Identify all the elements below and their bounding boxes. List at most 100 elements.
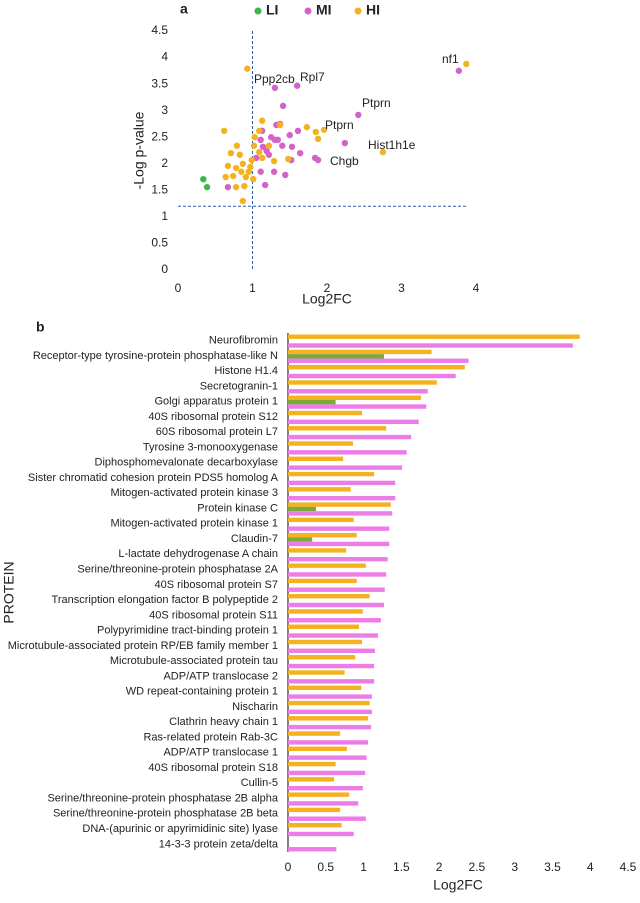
point (258, 117, 266, 124)
annotation: Ppp2cb (254, 72, 295, 86)
bar (288, 373, 456, 379)
bar (288, 740, 369, 745)
y-tick-label: 4 (161, 50, 168, 64)
y-tick-label: Neurofibromin (209, 335, 278, 347)
point (265, 142, 273, 149)
point (311, 154, 319, 162)
point (261, 181, 269, 189)
bar (288, 434, 412, 440)
point (256, 148, 263, 156)
y-tick-label: 2.5 (151, 129, 168, 143)
y-tick-label: Serine/threonine-protein phosphatase 2B … (47, 792, 278, 804)
legend-label: HI (366, 2, 380, 18)
bar (288, 506, 316, 512)
point (314, 135, 322, 143)
y-tick-label: Ras-related protein Rab-3C (143, 731, 278, 743)
bar (288, 426, 387, 431)
y-tick-label: 40S ribosomal protein S12 (148, 411, 278, 423)
annotation: Rpl7 (300, 70, 325, 84)
point (229, 172, 237, 180)
bar (288, 480, 396, 486)
annotation: Hist1h1e (368, 138, 416, 152)
point (286, 131, 293, 139)
annotation: Chgb (330, 154, 359, 168)
bar (288, 648, 375, 653)
y-tick-label: Mitogen-activated protein kinase 3 (110, 487, 278, 499)
bar (288, 655, 356, 660)
bar (288, 557, 388, 562)
bar (288, 358, 469, 363)
y-tick-label: L-lactate dehydrogenase A chain (118, 548, 278, 560)
point (250, 142, 258, 149)
bar (288, 639, 363, 645)
bar (288, 532, 357, 538)
bar (288, 807, 341, 813)
x-axis-label: Log2FC (433, 877, 483, 893)
bar (288, 633, 378, 638)
point (259, 143, 267, 150)
y-tick-label: Cullin-5 (241, 777, 278, 789)
point (320, 126, 328, 133)
x-tick-label: 1.5 (393, 860, 410, 874)
point (250, 175, 257, 183)
bar (288, 624, 360, 629)
y-tick-label: 40S ribosomal protein S18 (148, 762, 278, 774)
point (256, 127, 263, 135)
legend-marker (254, 7, 262, 15)
point (244, 65, 251, 72)
point (463, 60, 470, 68)
point (242, 173, 249, 181)
point (285, 155, 292, 163)
point (271, 84, 279, 92)
bar (288, 572, 387, 577)
bar (288, 709, 372, 715)
point (251, 134, 258, 141)
bar (288, 761, 336, 767)
x-tick-label: 4.5 (620, 860, 637, 874)
annotation: Ptprn (325, 118, 354, 132)
bar (288, 724, 372, 730)
y-tick-label: 14-3-3 protein zeta/delta (159, 838, 279, 850)
point (270, 157, 278, 165)
y-tick-label: Receptor-type tyrosine-protein phosphata… (33, 350, 278, 362)
point (271, 136, 279, 144)
bar (288, 694, 372, 699)
point (355, 111, 362, 119)
y-tick-label: Diphosphomevalonate decarboxylase (95, 457, 278, 469)
x-tick-label: 2.5 (469, 860, 486, 874)
bar (288, 831, 354, 837)
y-tick-label: 3 (161, 103, 168, 117)
y-tick-label: 40S ribosomal protein S7 (154, 579, 278, 591)
point (379, 148, 387, 156)
y-tick-label: Claudin-7 (231, 533, 278, 545)
bar (288, 354, 384, 359)
point (222, 173, 229, 181)
x-tick-label: 2 (436, 860, 443, 874)
point (296, 149, 304, 157)
x-axis-label: Log2FC (302, 291, 352, 307)
bar (288, 526, 390, 531)
bar (288, 441, 353, 446)
point (200, 175, 207, 183)
bar (288, 822, 342, 828)
y-tick-label: Serine/threonine-protein phosphatase 2A (77, 564, 278, 576)
y-tick-label: ADP/ATP translocase 2 (163, 670, 278, 682)
y-tick-label: 0 (161, 262, 168, 276)
point (220, 127, 228, 135)
point (239, 197, 247, 205)
x-tick-label: 0.5 (317, 860, 334, 874)
point (257, 136, 264, 144)
point (238, 168, 245, 175)
y-tick-label: Clathrin heavy chain 1 (169, 716, 278, 728)
point (245, 168, 252, 175)
point (233, 142, 241, 149)
bar (288, 716, 369, 721)
bar (288, 511, 393, 516)
bar (288, 755, 367, 760)
bar (288, 670, 345, 675)
bar (288, 618, 381, 623)
point (312, 128, 320, 136)
point (282, 171, 289, 179)
y-tick-label: Sister chromatid cohesion protein PDS5 h… (28, 472, 279, 484)
bar (288, 685, 362, 690)
